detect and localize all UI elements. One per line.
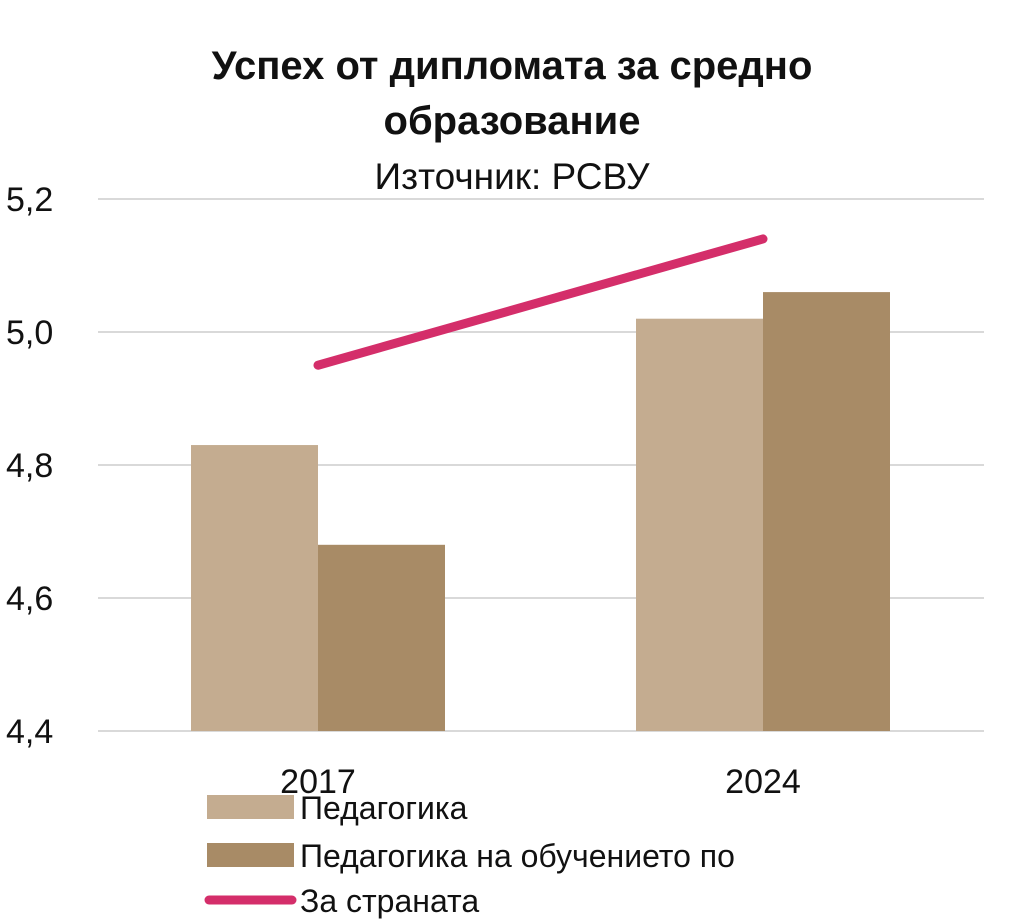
legend-label: За страната [300,883,479,919]
legend-label: Педагогика на обучението по [300,838,735,874]
chart-title-line-1: Успех от дипломата за средно [212,44,813,88]
bars [191,292,890,731]
legend-label: Педагогика [300,790,468,826]
lines [313,234,768,370]
chart-title: Успех от дипломата за средно образование [212,44,813,143]
bar-series-2-2017 [318,544,445,731]
bar-series-1-2024 [636,318,763,731]
y-tick-label: 4,6 [6,580,53,618]
x-axis-tick-labels: 2017 2024 [280,763,801,801]
chart-title-line-2: образование [384,99,641,143]
y-tick-label: 4,8 [6,447,53,485]
chart-subtitle: Източник: РСВУ [375,156,650,197]
y-tick-label: 5,2 [6,181,53,219]
legend-swatch [207,795,294,819]
y-tick-label: 4,4 [6,713,53,751]
x-tick-label: 2017 [280,763,356,801]
y-axis-tick-labels: 4,4 4,6 4,8 5,0 5,2 [6,181,53,751]
legend-swatch [207,843,294,867]
y-tick-label: 5,0 [6,314,53,352]
line-series-1 [313,234,768,370]
x-tick-label: 2024 [725,763,801,801]
bar-series-1-2017 [191,445,318,731]
legend: Педагогика Педагогика на обучението по За … [204,790,735,919]
bar-series-2-2024 [763,292,890,731]
